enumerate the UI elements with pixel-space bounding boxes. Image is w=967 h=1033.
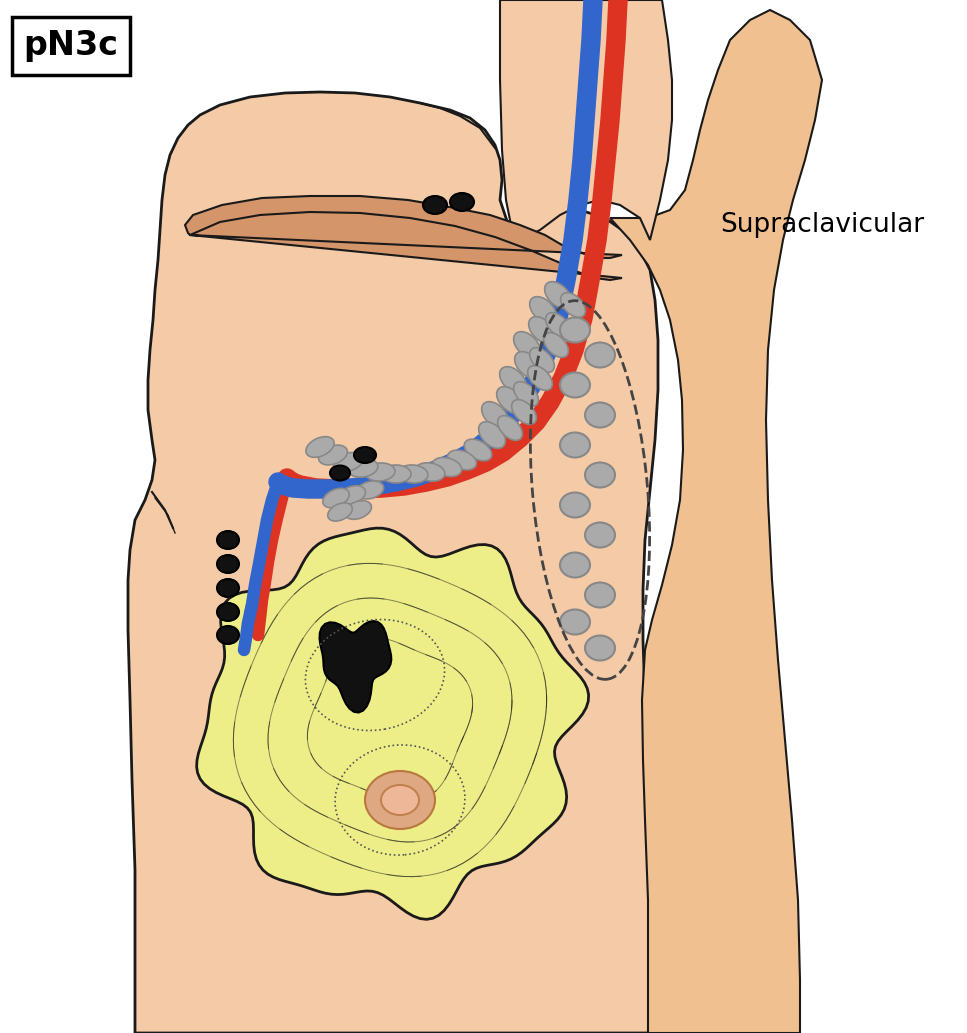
Ellipse shape: [318, 445, 347, 465]
Ellipse shape: [585, 463, 615, 488]
Ellipse shape: [330, 466, 350, 480]
Polygon shape: [319, 621, 392, 713]
Ellipse shape: [217, 580, 239, 597]
Ellipse shape: [217, 531, 239, 549]
Ellipse shape: [217, 555, 239, 573]
Ellipse shape: [514, 351, 542, 378]
Polygon shape: [128, 92, 658, 1033]
Ellipse shape: [528, 366, 552, 390]
Ellipse shape: [323, 489, 349, 507]
Ellipse shape: [560, 609, 590, 634]
Polygon shape: [610, 10, 822, 1033]
Ellipse shape: [544, 282, 571, 308]
Ellipse shape: [348, 459, 378, 477]
Ellipse shape: [543, 333, 569, 357]
Ellipse shape: [381, 465, 411, 483]
Ellipse shape: [356, 481, 384, 499]
Ellipse shape: [498, 415, 522, 440]
Ellipse shape: [365, 463, 395, 481]
Ellipse shape: [381, 785, 419, 815]
Polygon shape: [185, 196, 622, 280]
Ellipse shape: [344, 501, 371, 520]
Ellipse shape: [585, 403, 615, 428]
Ellipse shape: [513, 332, 541, 358]
Ellipse shape: [513, 381, 539, 406]
Ellipse shape: [560, 373, 590, 398]
Ellipse shape: [585, 635, 615, 660]
Ellipse shape: [217, 603, 239, 621]
Ellipse shape: [448, 450, 477, 470]
Ellipse shape: [512, 400, 537, 425]
Ellipse shape: [500, 367, 526, 394]
Ellipse shape: [560, 317, 590, 343]
Ellipse shape: [560, 553, 590, 577]
Ellipse shape: [217, 626, 239, 644]
Ellipse shape: [482, 402, 509, 429]
Ellipse shape: [585, 583, 615, 607]
Text: pN3c: pN3c: [23, 30, 119, 63]
Ellipse shape: [560, 433, 590, 458]
Ellipse shape: [464, 439, 492, 461]
Ellipse shape: [432, 458, 461, 476]
Ellipse shape: [415, 463, 445, 481]
Ellipse shape: [306, 437, 335, 458]
Ellipse shape: [530, 296, 556, 323]
Ellipse shape: [585, 343, 615, 368]
Ellipse shape: [334, 452, 363, 471]
Ellipse shape: [365, 771, 435, 829]
Ellipse shape: [354, 447, 376, 463]
Ellipse shape: [545, 313, 571, 338]
Ellipse shape: [497, 386, 523, 413]
Text: Supraclavicular: Supraclavicular: [720, 212, 924, 238]
Ellipse shape: [398, 465, 428, 483]
Ellipse shape: [423, 196, 447, 214]
Ellipse shape: [560, 493, 590, 518]
Polygon shape: [500, 0, 672, 240]
Ellipse shape: [585, 523, 615, 547]
Ellipse shape: [338, 486, 366, 504]
Ellipse shape: [561, 292, 585, 317]
Ellipse shape: [479, 421, 506, 448]
Ellipse shape: [530, 348, 554, 372]
Bar: [12, 17, 130, 75]
Ellipse shape: [450, 193, 474, 211]
Ellipse shape: [328, 503, 352, 521]
Ellipse shape: [529, 317, 555, 343]
Polygon shape: [196, 528, 589, 919]
